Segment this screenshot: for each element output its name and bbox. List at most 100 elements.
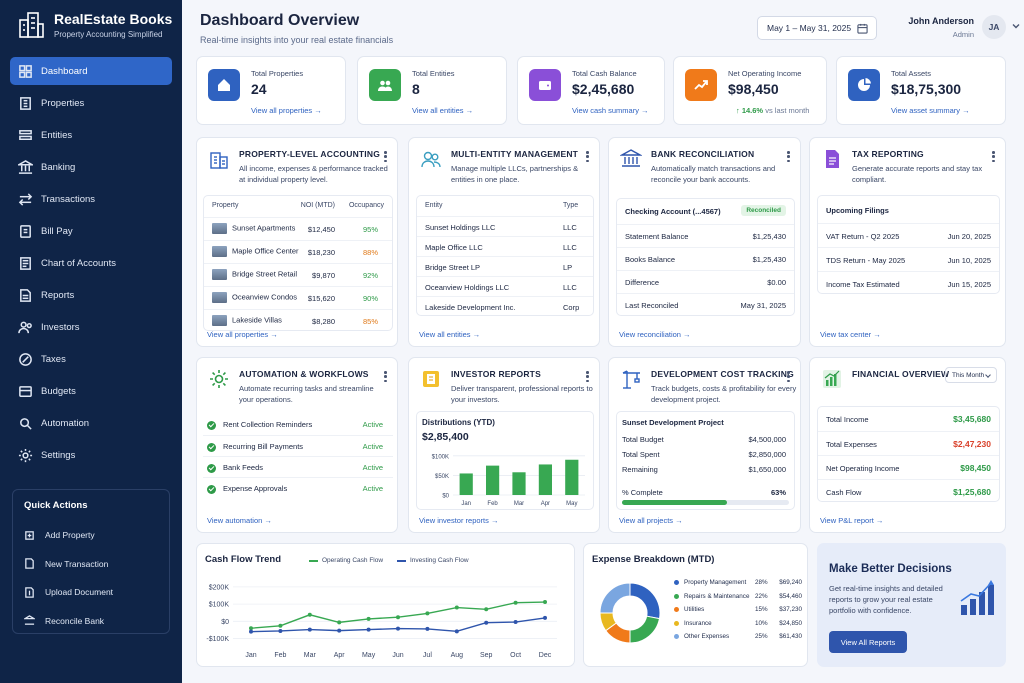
stat-link[interactable]: View all entities → (412, 106, 474, 115)
sidebar-item-transactions[interactable]: Transactions (10, 185, 172, 213)
bar[interactable] (565, 459, 579, 495)
stat-link[interactable]: View asset summary → (891, 106, 970, 115)
view-all-properties-link[interactable]: View all properties → (207, 330, 278, 339)
view-reconciliation-link[interactable]: View reconciliation → (619, 330, 691, 339)
sidebar-item-dashboard[interactable]: Dashboard (10, 57, 172, 85)
filing-row[interactable]: Income Tax Estimated Jun 15, 2025 (818, 271, 999, 295)
more-options-icon[interactable] (384, 371, 387, 383)
sidebar-item-settings[interactable]: Settings (10, 441, 172, 469)
noi-cell: $15,620 (307, 294, 335, 303)
view-automation-link[interactable]: View automation → (207, 516, 272, 525)
more-options-icon[interactable] (787, 151, 790, 163)
data-point[interactable] (454, 605, 459, 610)
quick-action-upload-document[interactable]: Upload Document (24, 578, 158, 607)
table-row[interactable]: Maple Office LLC LLC (417, 236, 593, 256)
table-row[interactable]: Sunset Apartments $12,450 95% (204, 217, 392, 240)
table-row[interactable]: Maple Office Center $18,230 88% (204, 240, 392, 263)
sidebar-item-reports[interactable]: Reports (10, 281, 172, 309)
filings-header: Upcoming Filings (818, 196, 999, 223)
data-point[interactable] (337, 620, 342, 625)
table-row[interactable]: Bridge Street LP LP (417, 256, 593, 276)
workflow-cell: Rent Collection Reminders (207, 420, 312, 430)
view-tax-center-link[interactable]: View tax center → (820, 330, 881, 339)
more-options-icon[interactable] (384, 151, 387, 163)
stat-link[interactable]: View cash summary → (572, 106, 649, 115)
date-range-picker[interactable]: May 1 – May 31, 2025 (757, 16, 877, 40)
quick-action-new-transaction[interactable]: New Transaction (24, 550, 158, 579)
data-point[interactable] (484, 607, 489, 612)
more-options-icon[interactable] (586, 371, 589, 383)
workflow-row[interactable]: Expense Approvals Active (203, 477, 393, 498)
data-point[interactable] (278, 623, 283, 628)
sidebar-item-entities[interactable]: Entities (10, 121, 172, 149)
table-row[interactable]: Oceanview Condos $15,620 90% (204, 286, 392, 309)
data-point[interactable] (454, 629, 459, 634)
table-row[interactable]: Sunset Holdings LLC LLC (417, 216, 593, 236)
workflow-row[interactable]: Rent Collection Reminders Active (203, 414, 393, 435)
view-all-reports-button[interactable]: View All Reports (829, 631, 907, 653)
avatar[interactable]: JA (982, 15, 1006, 39)
data-point[interactable] (396, 615, 400, 620)
financial-value: $98,450 (960, 463, 991, 473)
data-point[interactable] (307, 627, 312, 632)
sidebar-item-banking[interactable]: Banking (10, 153, 172, 181)
period-select[interactable]: This Month (945, 367, 997, 383)
bar[interactable] (459, 473, 473, 495)
data-point[interactable] (396, 626, 400, 631)
data-point[interactable] (278, 628, 283, 633)
financial-label: Total Expenses (826, 440, 877, 449)
stat-value: $98,450 (728, 81, 779, 97)
user-name[interactable]: John Anderson (908, 16, 974, 26)
view-pl-report-link[interactable]: View P&L report → (820, 516, 884, 525)
data-point[interactable] (513, 600, 518, 605)
data-point[interactable] (337, 628, 342, 633)
view-investor-reports-link[interactable]: View investor reports → (419, 516, 499, 525)
data-point[interactable] (543, 600, 547, 605)
table-row[interactable]: Oceanview Holdings LLC LLC (417, 276, 593, 296)
table-row[interactable]: Lakeside Villas $8,280 85% (204, 309, 392, 332)
more-options-icon[interactable] (787, 371, 790, 383)
workflow-row[interactable]: Bank Feeds Active (203, 456, 393, 477)
pie-slice[interactable] (599, 582, 631, 614)
view-all-projects-link[interactable]: View all projects → (619, 516, 683, 525)
sidebar-item-bill-pay[interactable]: Bill Pay (10, 217, 172, 245)
filing-row[interactable]: VAT Return - Q2 2025 Jun 20, 2025 (818, 223, 999, 247)
view-all-entities-link[interactable]: View all entities → (419, 330, 481, 339)
data-point[interactable] (513, 620, 518, 625)
data-point[interactable] (425, 626, 430, 631)
sidebar-item-investors[interactable]: Investors (10, 313, 172, 341)
stat-link[interactable]: View all properties → (251, 106, 322, 115)
bar[interactable] (538, 464, 552, 495)
pie-slice[interactable] (629, 615, 661, 644)
data-point[interactable] (366, 616, 371, 621)
sidebar-item-automation[interactable]: Automation (10, 409, 172, 437)
data-point[interactable] (425, 611, 430, 616)
sidebar-item-chart-of-accounts[interactable]: Chart of Accounts (10, 249, 172, 277)
quick-action-add-property[interactable]: Add Property (24, 521, 158, 550)
chevron-down-icon[interactable] (1012, 22, 1020, 30)
bar[interactable] (512, 472, 526, 495)
data-point[interactable] (366, 627, 371, 632)
data-point[interactable] (543, 615, 547, 620)
data-point[interactable] (249, 629, 253, 634)
data-point[interactable] (249, 626, 253, 631)
sidebar-item-properties[interactable]: Properties (10, 89, 172, 117)
brand[interactable]: RealEstate Books Property Accounting Sim… (16, 10, 172, 40)
data-point[interactable] (484, 620, 489, 625)
data-point[interactable] (307, 612, 312, 617)
cost-row: Remaining $1,650,000 (617, 462, 794, 477)
reconciliation-box: Checking Account (...4567) Reconciled St… (616, 198, 795, 316)
table-row[interactable]: Lakeside Development Inc. Corp (417, 296, 593, 316)
more-options-icon[interactable] (992, 151, 995, 163)
table-row[interactable]: Bridge Street Retail $9,870 92% (204, 263, 392, 286)
quick-action-reconcile-bank[interactable]: Reconcile Bank (24, 607, 158, 636)
pie-slice[interactable] (629, 582, 661, 620)
table-header: Entity Type (417, 196, 593, 217)
bar[interactable] (486, 465, 500, 495)
filing-row[interactable]: TDS Return - May 2025 Jun 10, 2025 (818, 247, 999, 271)
crane-icon (622, 370, 640, 389)
more-options-icon[interactable] (586, 151, 589, 163)
sidebar-item-taxes[interactable]: Taxes (10, 345, 172, 373)
workflow-row[interactable]: Recurring Bill Payments Active (203, 435, 393, 456)
sidebar-item-budgets[interactable]: Budgets (10, 377, 172, 405)
